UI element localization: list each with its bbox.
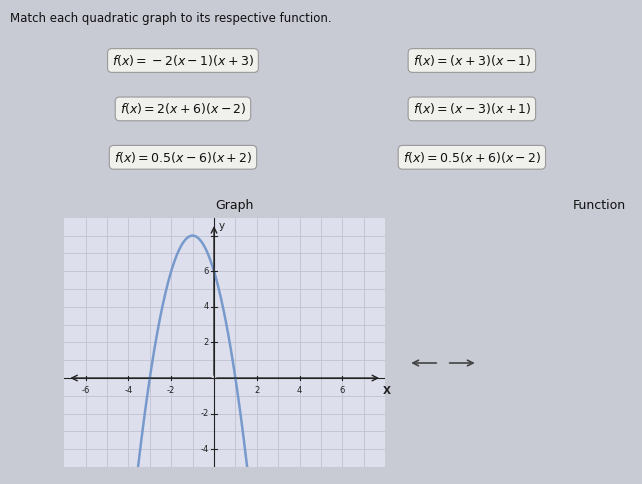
Text: -4: -4 [125, 386, 132, 395]
Text: $f(x) = -2(x - 1)(x + 3)$: $f(x) = -2(x - 1)(x + 3)$ [112, 53, 254, 68]
Text: 4: 4 [204, 302, 209, 311]
Text: 4: 4 [297, 386, 302, 395]
Text: $f(x) = 0.5(x + 6)(x - 2)$: $f(x) = 0.5(x + 6)(x - 2)$ [403, 150, 541, 165]
Text: 2: 2 [254, 386, 259, 395]
Text: $f(x) = (x + 3)(x - 1)$: $f(x) = (x + 3)(x - 1)$ [413, 53, 531, 68]
Text: -4: -4 [200, 445, 209, 454]
Text: $f(x) = (x - 3)(x + 1)$: $f(x) = (x - 3)(x + 1)$ [413, 102, 531, 116]
Text: 6: 6 [204, 267, 209, 276]
Text: 2: 2 [204, 338, 209, 347]
Text: X: X [383, 385, 391, 395]
Text: $f(x) = 0.5(x - 6)(x + 2)$: $f(x) = 0.5(x - 6)(x + 2)$ [114, 150, 252, 165]
Text: Graph: Graph [215, 199, 254, 212]
Text: -6: -6 [82, 386, 90, 395]
Text: 6: 6 [340, 386, 345, 395]
Text: Match each quadratic graph to its respective function.: Match each quadratic graph to its respec… [10, 12, 331, 25]
Text: y: y [218, 221, 225, 231]
Text: $f(x) = 2(x + 6)(x - 2)$: $f(x) = 2(x + 6)(x - 2)$ [119, 102, 247, 116]
Text: -2: -2 [167, 386, 175, 395]
Text: Function: Function [573, 199, 626, 212]
Text: -2: -2 [200, 409, 209, 418]
